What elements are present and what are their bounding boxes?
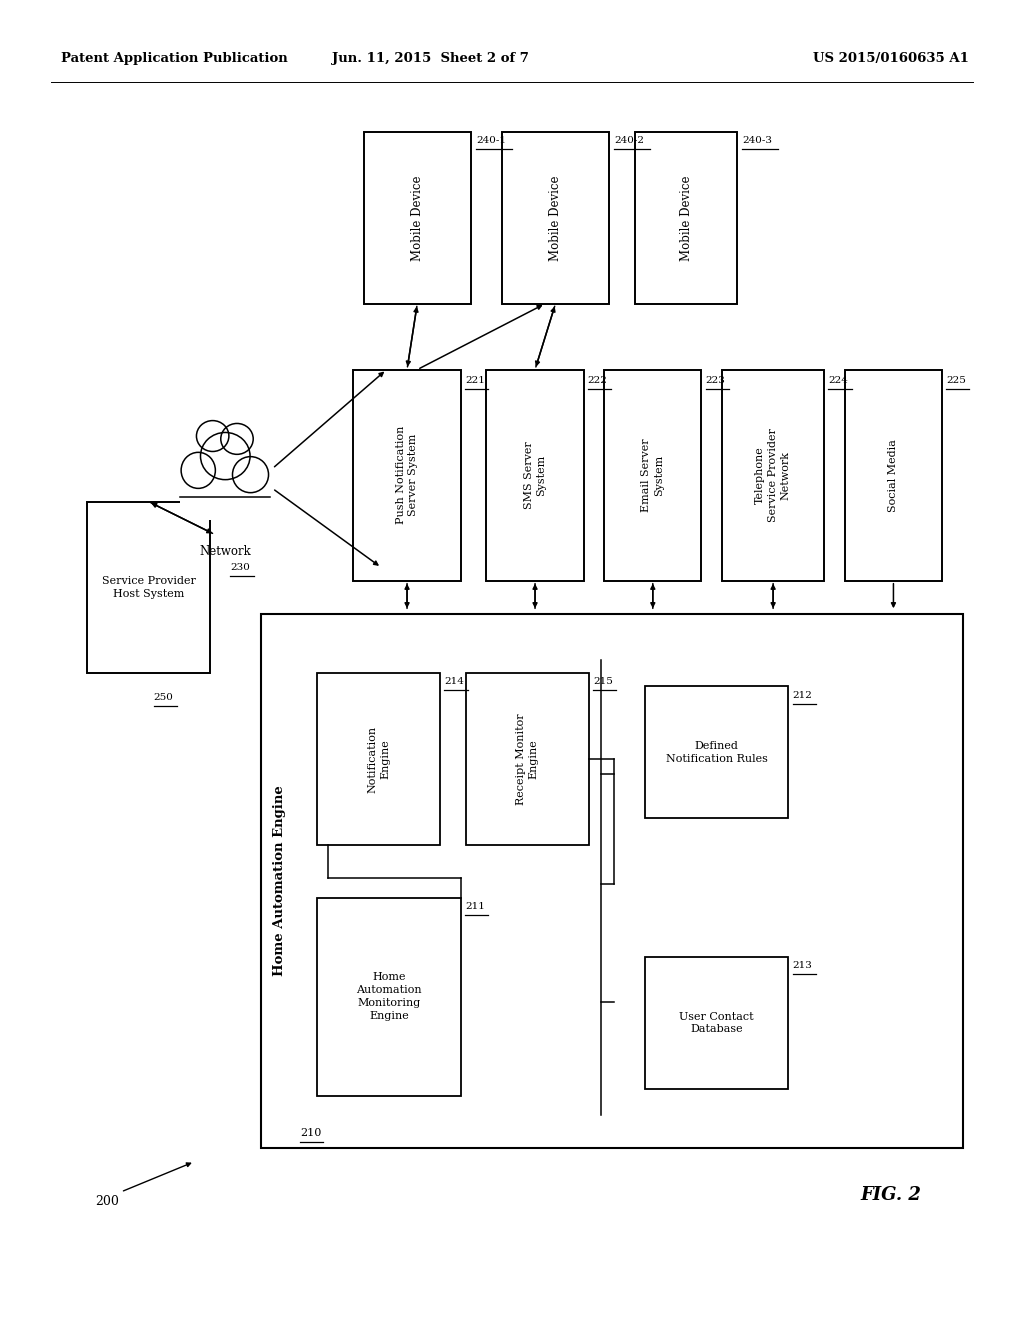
Text: 200: 200 <box>95 1195 120 1208</box>
Text: Home
Automation
Monitoring
Engine: Home Automation Monitoring Engine <box>356 973 422 1020</box>
Text: Patent Application Publication: Patent Application Publication <box>61 51 288 65</box>
Bar <box>87 502 210 673</box>
Bar <box>353 370 461 581</box>
Bar <box>486 370 584 581</box>
Bar <box>466 673 589 845</box>
Bar <box>180 495 270 520</box>
Text: 240-2: 240-2 <box>614 136 644 145</box>
Bar <box>722 370 824 581</box>
Text: Social Media: Social Media <box>889 438 898 512</box>
Text: Mobile Device: Mobile Device <box>680 176 692 260</box>
Bar <box>645 686 788 818</box>
Text: 240-3: 240-3 <box>742 136 772 145</box>
Text: 213: 213 <box>793 961 812 970</box>
Text: Jun. 11, 2015  Sheet 2 of 7: Jun. 11, 2015 Sheet 2 of 7 <box>332 51 528 65</box>
Text: 230: 230 <box>230 562 250 572</box>
Text: FIG. 2: FIG. 2 <box>860 1185 922 1204</box>
Bar <box>635 132 737 304</box>
Text: 240-1: 240-1 <box>476 136 506 145</box>
Text: US 2015/0160635 A1: US 2015/0160635 A1 <box>813 51 969 65</box>
Bar <box>317 898 461 1096</box>
Text: 211: 211 <box>465 902 484 911</box>
Bar <box>317 673 440 845</box>
Text: 212: 212 <box>793 690 812 700</box>
Text: 210: 210 <box>300 1127 322 1138</box>
Text: Telephone
Service Provider
Network: Telephone Service Provider Network <box>756 428 791 523</box>
Text: User Contact
Database: User Contact Database <box>680 1011 754 1035</box>
Text: Push Notification
Server System: Push Notification Server System <box>395 426 419 524</box>
Bar <box>364 132 471 304</box>
Text: Email Server
System: Email Server System <box>641 438 665 512</box>
Text: 214: 214 <box>444 677 464 686</box>
Text: Home Automation Engine: Home Automation Engine <box>273 785 286 977</box>
Bar <box>502 132 609 304</box>
Text: 224: 224 <box>828 376 848 385</box>
Text: 222: 222 <box>588 376 607 385</box>
Bar <box>845 370 942 581</box>
Text: 225: 225 <box>946 376 966 385</box>
Ellipse shape <box>197 421 229 451</box>
Text: Mobile Device: Mobile Device <box>549 176 562 260</box>
Text: 215: 215 <box>593 677 612 686</box>
Ellipse shape <box>232 457 268 492</box>
Ellipse shape <box>221 424 253 454</box>
Text: 223: 223 <box>706 376 725 385</box>
Ellipse shape <box>181 453 215 488</box>
Text: Notification
Engine: Notification Engine <box>368 726 390 792</box>
Bar <box>261 614 963 1148</box>
Text: 221: 221 <box>465 376 484 385</box>
Text: Receipt Monitor
Engine: Receipt Monitor Engine <box>516 713 539 805</box>
Text: 250: 250 <box>154 693 173 702</box>
Bar <box>604 370 701 581</box>
Text: Network: Network <box>200 545 251 558</box>
Text: Service Provider
Host System: Service Provider Host System <box>101 576 196 599</box>
Text: Defined
Notification Rules: Defined Notification Rules <box>666 741 768 764</box>
Bar <box>645 957 788 1089</box>
Ellipse shape <box>201 433 250 479</box>
Text: SMS Server
System: SMS Server System <box>523 441 547 510</box>
Text: Mobile Device: Mobile Device <box>411 176 424 260</box>
